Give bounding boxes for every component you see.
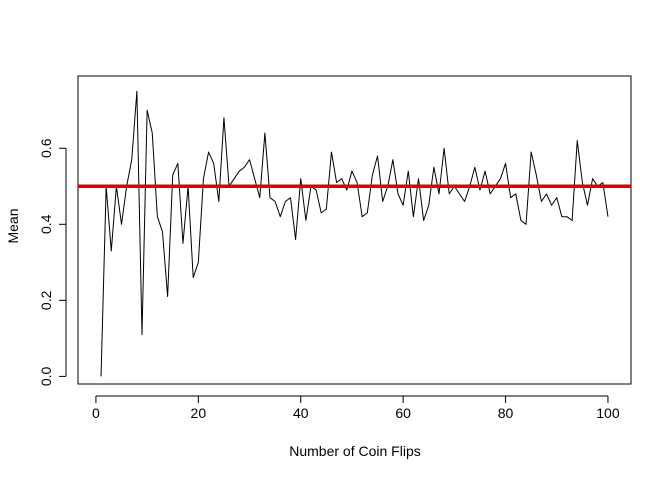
y-tick-label: 0.2 — [38, 290, 54, 310]
x-axis: 0 20 40 60 80 100 — [92, 395, 620, 421]
x-axis-title: Number of Coin Flips — [289, 443, 421, 459]
plot-frame — [77, 75, 632, 385]
x-tick-label: 20 — [191, 405, 207, 421]
y-axis-title: Mean — [5, 208, 21, 243]
plot-area — [77, 75, 632, 385]
series-line — [100, 90, 609, 377]
y-tick-label: 0.0 — [38, 366, 54, 386]
x-tick-label: 80 — [498, 405, 514, 421]
x-tick-label: 40 — [293, 405, 309, 421]
y-tick-label: 0.6 — [38, 138, 54, 158]
y-tick-label: 0.4 — [38, 214, 54, 234]
x-tick-label: 60 — [395, 405, 411, 421]
x-tick-label: 0 — [92, 405, 100, 421]
y-axis: 0.0 0.2 0.4 0.6 — [38, 138, 67, 386]
x-tick-label: 100 — [596, 405, 620, 421]
